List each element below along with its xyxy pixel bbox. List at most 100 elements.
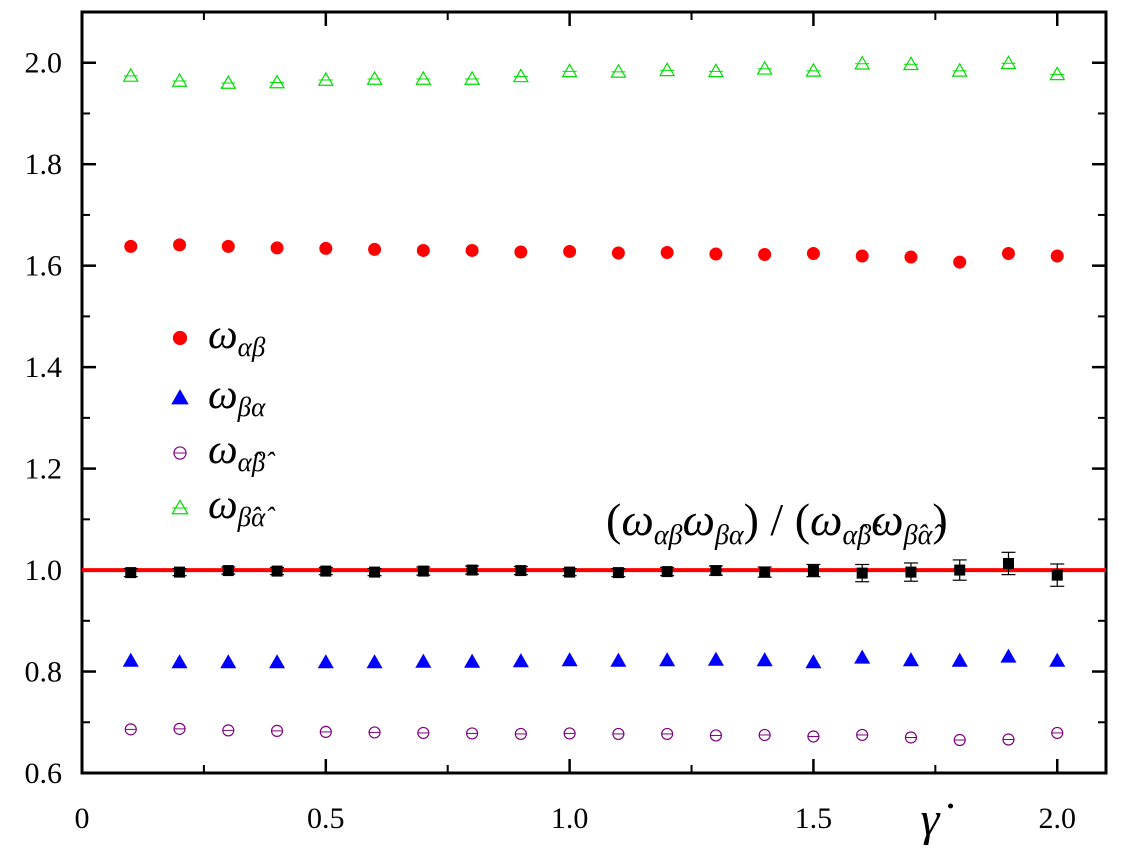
ratio-label: (ωαβωβα) / (ωα̂β̂ωβ̂α̂) <box>606 494 948 551</box>
data-point <box>319 241 333 255</box>
data-point <box>269 654 286 669</box>
data-point <box>122 652 139 667</box>
data-point <box>561 652 578 667</box>
data-point-shape <box>805 62 822 77</box>
data-point <box>707 63 724 78</box>
data-point <box>1002 733 1015 746</box>
data-point-shape <box>512 68 529 83</box>
data-point <box>904 731 918 744</box>
data-point <box>368 726 381 739</box>
legend-label: ωα̂β̂ <box>208 427 276 477</box>
y-tick-label: 2.0 <box>25 47 63 80</box>
data-point-shape <box>122 652 139 667</box>
series <box>124 238 1064 269</box>
data-point <box>855 249 869 263</box>
data-point <box>221 239 235 253</box>
series <box>122 55 1066 89</box>
data-point <box>902 56 919 71</box>
data-point <box>563 244 577 258</box>
series <box>122 648 1066 669</box>
data-point <box>368 242 382 256</box>
x-tick-label: 0 <box>75 802 90 835</box>
data-point <box>856 728 869 742</box>
ratio-annotation: (ωαβωβα) / (ωα̂β̂ωβ̂α̂) <box>606 494 948 551</box>
data-point <box>269 74 286 89</box>
y-tick-label: 0.6 <box>25 757 63 790</box>
data-point <box>174 566 186 578</box>
data-point <box>1050 249 1064 263</box>
data-point <box>561 63 578 78</box>
data-point <box>854 649 871 664</box>
data-point <box>515 565 527 577</box>
data-point <box>222 724 235 737</box>
data-point <box>806 246 820 260</box>
data-point <box>1000 55 1017 70</box>
data-point <box>904 250 918 264</box>
data-point <box>220 654 237 669</box>
data-point <box>953 255 967 269</box>
data-point-shape <box>512 653 529 668</box>
data-point <box>317 654 334 669</box>
data-point <box>1049 66 1066 81</box>
data-point <box>171 499 189 515</box>
data-point-shape <box>951 652 968 667</box>
data-point <box>124 723 137 736</box>
data-point <box>1000 648 1017 663</box>
data-point-shape <box>366 70 383 85</box>
data-point-shape <box>317 71 334 86</box>
data-point <box>464 653 481 668</box>
data-point-shape <box>464 70 481 85</box>
data-point <box>709 247 723 261</box>
data-point <box>564 566 576 578</box>
data-point-shape <box>171 72 188 87</box>
data-point <box>951 652 968 667</box>
data-point <box>512 68 529 83</box>
data-point-shape <box>707 651 724 666</box>
data-point <box>222 565 234 577</box>
data-point <box>466 564 478 576</box>
data-point <box>905 566 917 578</box>
data-point <box>416 243 430 257</box>
x-tick-label: 2.0 <box>1038 802 1076 835</box>
data-point <box>759 566 771 578</box>
legend-entry: ωαβ <box>172 312 266 362</box>
data-point <box>366 654 383 669</box>
data-point-shape <box>561 652 578 667</box>
data-point-shape <box>464 653 481 668</box>
data-point <box>954 564 966 576</box>
x-tick-label: 1.5 <box>795 802 833 835</box>
series <box>124 722 1064 747</box>
data-point-shape <box>1000 648 1017 663</box>
data-point <box>125 567 137 579</box>
data-point <box>661 566 673 578</box>
data-point-shape <box>220 74 237 89</box>
data-point <box>514 245 528 259</box>
plot-border <box>80 10 1108 775</box>
x-axis-label-text: γ̇ <box>921 793 954 846</box>
data-point-shape <box>561 63 578 78</box>
data-point <box>173 446 187 460</box>
data-point <box>951 62 968 77</box>
data-point <box>415 653 432 668</box>
data-point-shape <box>269 74 286 89</box>
data-point-shape <box>1049 652 1066 667</box>
data-point <box>464 70 481 85</box>
data-point <box>366 70 383 85</box>
axes: 0 0.5 1.0 1.5 2.0 0.6 0.8 1.0 1.2 1.4 1.6 1.8 2.0 <box>25 11 1106 835</box>
legend-label: ωβ̂α̂ <box>208 482 276 532</box>
data-point-shape <box>269 654 286 669</box>
data-point-shape <box>366 654 383 669</box>
data-point <box>417 726 430 740</box>
legend-label: ωβα <box>208 372 266 422</box>
legend-entry: ωβ̂α̂ <box>171 482 276 532</box>
y-tick-label: 0.8 <box>25 656 63 689</box>
data-point-shape <box>415 653 432 668</box>
data-point-shape <box>1000 55 1017 70</box>
data-point <box>612 567 624 579</box>
data-point <box>171 389 189 405</box>
data-point-shape <box>854 649 871 664</box>
series-group <box>122 55 1066 747</box>
data-point <box>171 654 188 669</box>
data-point <box>1001 246 1015 260</box>
